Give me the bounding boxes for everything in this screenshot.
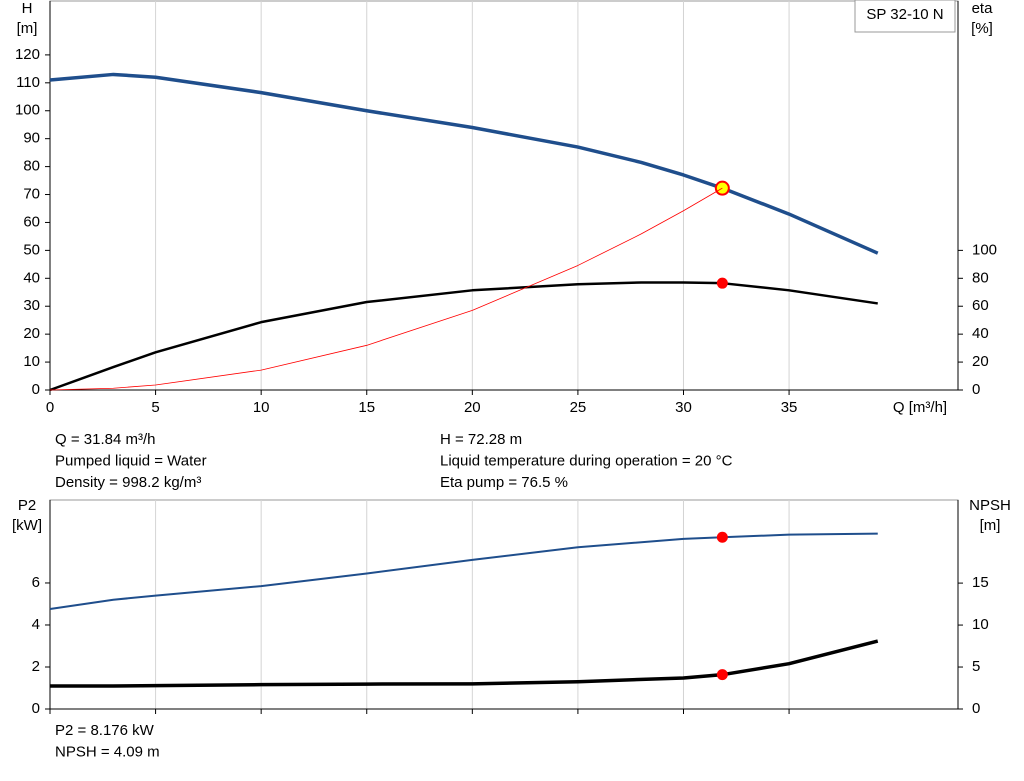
y2-tick-label: 15	[972, 574, 989, 591]
info-text: P2 = 8.176 kW	[55, 722, 155, 739]
y-tick-label: 20	[23, 325, 40, 342]
y2-tick-label: 60	[972, 297, 989, 314]
plot-area	[49, 0, 959, 391]
x-tick-label: 15	[358, 399, 375, 416]
info-text: Liquid temperature during operation = 20…	[440, 452, 733, 469]
x-axis-label: Q [m³/h]	[893, 399, 947, 416]
series-line	[49, 281, 878, 392]
y-axis-label: P2	[18, 497, 36, 514]
y2-tick-label: 80	[972, 269, 989, 286]
y-axis-label: H	[22, 0, 33, 17]
y-tick-label: 6	[32, 574, 40, 591]
y-tick-label: 10	[23, 353, 40, 370]
info-text: Density = 998.2 kg/m³	[55, 474, 201, 491]
y-tick-label: 110	[16, 74, 40, 91]
operating-point	[716, 531, 728, 543]
model-box	[854, 0, 956, 33]
y-tick-label: 80	[23, 158, 40, 175]
y-tick-label: 0	[32, 381, 40, 398]
y2-axis-unit: [%]	[971, 20, 993, 37]
y2-axis-label: NPSH	[969, 497, 1011, 514]
x-tick-label: 35	[781, 399, 798, 416]
info-text: Eta pump = 76.5 %	[440, 474, 568, 491]
model-label: SP 32-10 N	[866, 6, 943, 23]
y2-tick-label: 0	[972, 700, 980, 717]
x-tick-label: 0	[46, 399, 54, 416]
x-tick-label: 30	[675, 399, 692, 416]
info-text: NPSH = 4.09 m	[55, 743, 160, 760]
y2-axis-label: eta	[972, 0, 994, 17]
operating-point	[716, 277, 728, 289]
x-tick-label: 10	[253, 399, 270, 416]
y-tick-label: 0	[32, 700, 40, 717]
y-tick-label: 70	[23, 185, 40, 202]
y2-tick-label: 100	[972, 241, 997, 258]
plot-area	[49, 499, 959, 710]
info-text: Pumped liquid = Water	[55, 452, 207, 469]
y-tick-label: 40	[23, 269, 40, 286]
y2-tick-label: 40	[972, 325, 989, 342]
y2-tick-label: 10	[972, 616, 989, 633]
y2-tick-label: 0	[972, 381, 980, 398]
y-tick-label: 30	[23, 297, 40, 314]
series-line	[49, 532, 878, 611]
x-tick-label: 25	[570, 399, 587, 416]
y2-tick-label: 5	[972, 658, 980, 675]
y-tick-label: 4	[32, 616, 40, 633]
x-tick-label: 5	[151, 399, 159, 416]
y-tick-label: 90	[23, 130, 40, 147]
info-text: H = 72.28 m	[440, 431, 522, 448]
y-tick-label: 100	[15, 102, 40, 119]
y-tick-label: 60	[23, 213, 40, 230]
y-tick-label: 120	[15, 46, 40, 63]
series-line	[50, 639, 879, 688]
operating-point	[716, 669, 728, 681]
y-tick-label: 50	[23, 241, 40, 258]
y2-axis-unit: [m]	[980, 517, 1001, 534]
y-axis-unit: [kW]	[12, 517, 42, 534]
y2-tick-label: 20	[972, 353, 989, 370]
series-line	[49, 72, 879, 255]
x-tick-label: 20	[464, 399, 481, 416]
y-tick-label: 2	[32, 658, 40, 675]
info-text: Q = 31.84 m³/h	[55, 431, 155, 448]
y-axis-unit: [m]	[17, 20, 38, 37]
series-line	[49, 187, 723, 391]
